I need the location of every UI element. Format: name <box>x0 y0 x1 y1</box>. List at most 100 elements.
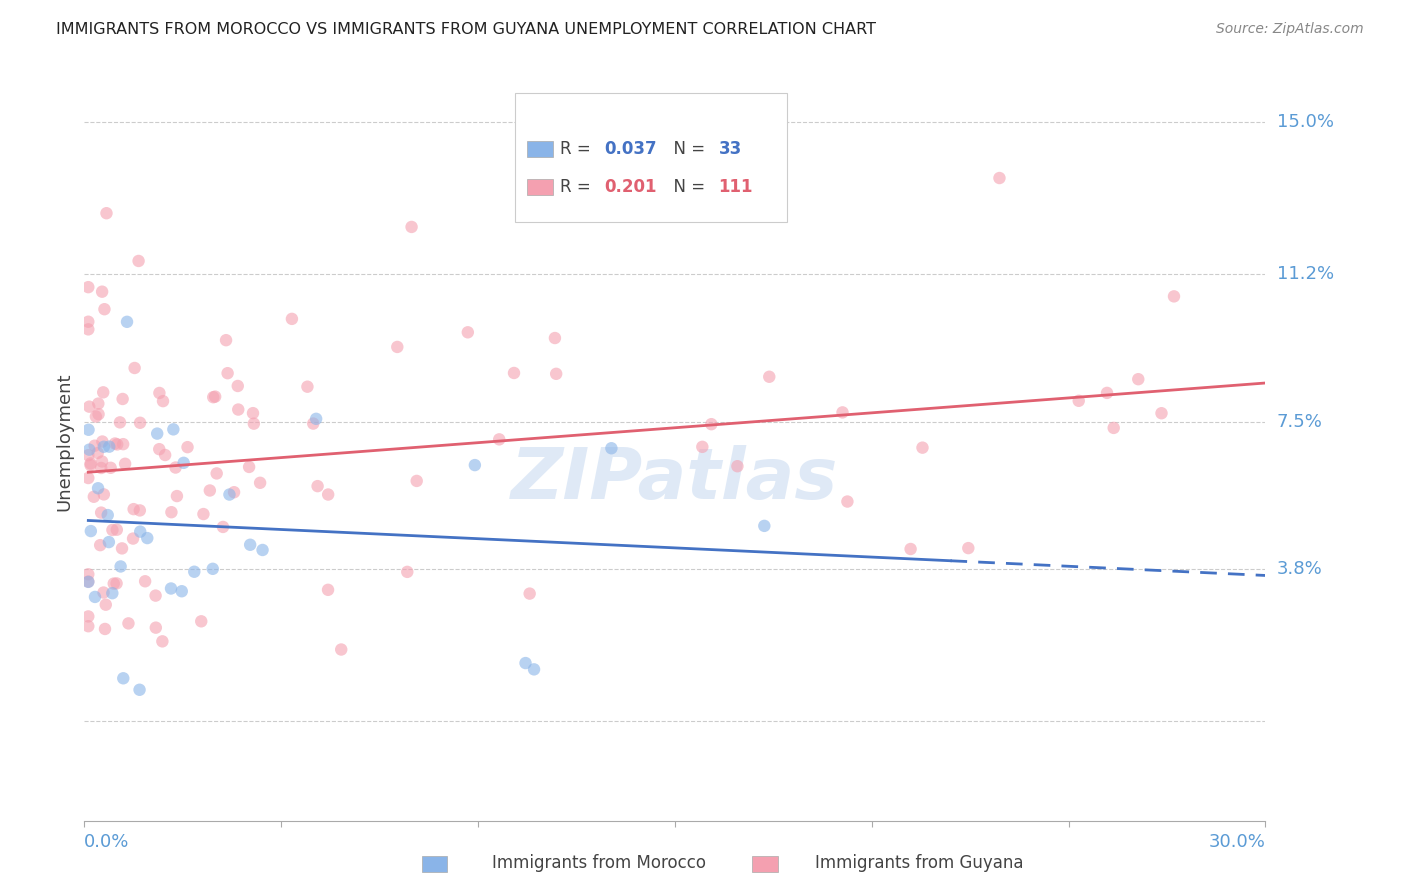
Point <box>831 405 853 419</box>
Point <box>91 385 114 400</box>
Point <box>222 485 245 500</box>
Point <box>129 416 152 430</box>
Bar <box>527 179 553 195</box>
Point <box>87 407 110 421</box>
Text: 15.0%: 15.0% <box>1277 113 1333 131</box>
Point <box>87 396 110 410</box>
Point <box>115 315 138 329</box>
Point <box>212 520 235 534</box>
Point <box>754 519 776 533</box>
Point <box>90 506 112 520</box>
Point <box>988 171 1011 186</box>
Point <box>89 538 111 552</box>
Text: 3.8%: 3.8% <box>1277 560 1322 578</box>
Point <box>1128 372 1150 386</box>
Point <box>91 434 114 449</box>
Point <box>93 440 115 454</box>
Point <box>150 634 173 648</box>
Point <box>600 442 623 456</box>
Y-axis label: Unemployment: Unemployment <box>55 372 73 511</box>
Text: N =: N = <box>664 178 710 196</box>
Text: Source: ZipAtlas.com: Source: ZipAtlas.com <box>1216 22 1364 37</box>
Point <box>226 402 249 417</box>
Point <box>86 446 108 460</box>
Point <box>110 559 132 574</box>
Point <box>307 479 329 493</box>
Point <box>124 361 146 376</box>
Point <box>396 565 419 579</box>
Point <box>238 459 260 474</box>
Point <box>204 390 226 404</box>
Point <box>128 682 150 697</box>
Point <box>911 441 934 455</box>
Point <box>91 285 114 299</box>
Text: 111: 111 <box>718 178 754 196</box>
Point <box>77 567 100 582</box>
Point <box>93 487 115 501</box>
Point <box>112 671 135 685</box>
Point <box>108 416 131 430</box>
Point <box>758 369 780 384</box>
Point <box>79 456 101 470</box>
Text: IMMIGRANTS FROM MOROCCO VS IMMIGRANTS FROM GUYANA UNEMPLOYMENT CORRELATION CHART: IMMIGRANTS FROM MOROCCO VS IMMIGRANTS FR… <box>56 22 876 37</box>
Point <box>103 576 125 591</box>
Point <box>145 589 167 603</box>
Point <box>692 440 714 454</box>
Point <box>488 433 510 447</box>
Point <box>77 442 100 457</box>
Point <box>198 483 221 498</box>
Point <box>98 440 121 454</box>
Point <box>316 487 339 501</box>
Point <box>183 565 205 579</box>
Point <box>201 562 224 576</box>
Text: 33: 33 <box>718 140 742 158</box>
Point <box>515 656 537 670</box>
Point <box>91 454 114 468</box>
Point <box>105 523 128 537</box>
Point <box>193 507 215 521</box>
Point <box>725 459 748 474</box>
Point <box>77 574 100 589</box>
Point <box>93 302 115 317</box>
Point <box>162 422 184 436</box>
Point <box>217 366 239 380</box>
Point <box>112 437 135 451</box>
Point <box>134 574 156 589</box>
Point <box>215 333 238 347</box>
Point <box>153 448 176 462</box>
Point <box>1150 406 1173 420</box>
Point <box>84 409 107 424</box>
Point <box>330 642 353 657</box>
Point <box>464 458 486 472</box>
Point <box>94 598 117 612</box>
Point <box>152 394 174 409</box>
Point <box>101 523 124 537</box>
Text: 11.2%: 11.2% <box>1277 265 1334 283</box>
Point <box>243 417 266 431</box>
Point <box>96 206 118 220</box>
Point <box>316 582 339 597</box>
Point <box>77 619 100 633</box>
Point <box>87 481 110 495</box>
Point <box>77 471 100 485</box>
Point <box>79 458 101 472</box>
Point <box>387 340 409 354</box>
Point <box>837 494 859 508</box>
Text: R =: R = <box>561 178 602 196</box>
Point <box>84 590 107 604</box>
Point <box>544 331 567 345</box>
Bar <box>527 141 553 157</box>
Point <box>105 576 128 591</box>
Point <box>252 543 274 558</box>
Point <box>93 585 115 599</box>
Point <box>77 322 100 336</box>
Point <box>1163 289 1185 303</box>
Point <box>136 531 159 545</box>
Point <box>101 586 124 600</box>
Point <box>297 380 319 394</box>
Point <box>117 616 139 631</box>
Point <box>97 535 120 549</box>
Point <box>122 532 145 546</box>
Point <box>148 386 170 401</box>
Point <box>173 456 195 470</box>
